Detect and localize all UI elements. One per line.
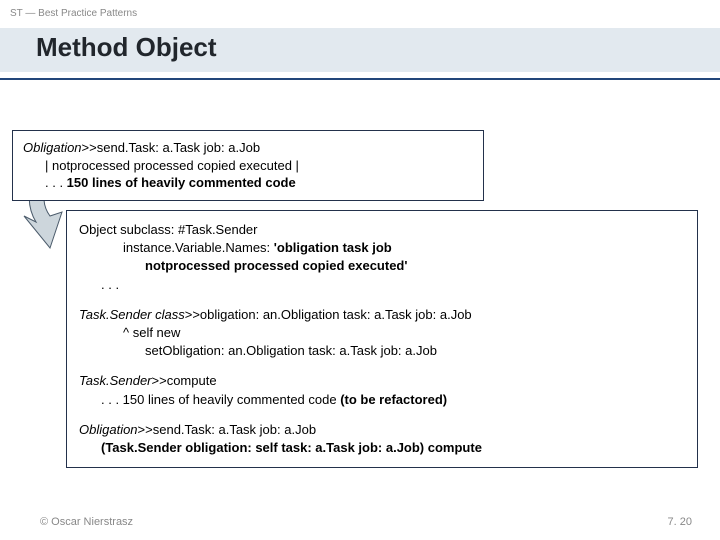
code-line: Object subclass: #Task.Sender xyxy=(79,221,685,239)
code-line: instance.Variable.Names: 'obligation tas… xyxy=(79,239,685,257)
code-line: | notprocessed processed copied executed… xyxy=(23,157,473,175)
code-box-after: Object subclass: #Task.Sender instance.V… xyxy=(66,210,698,468)
code-line: . . . 150 lines of heavily commented cod… xyxy=(79,391,685,409)
code-line: Obligation>>send.Task: a.Task job: a.Job xyxy=(23,139,473,157)
code-line: setObligation: an.Obligation task: a.Tas… xyxy=(79,342,685,360)
code-line: Obligation>>send.Task: a.Task job: a.Job xyxy=(79,421,685,439)
header-label: ST — Best Practice Patterns xyxy=(10,8,137,19)
code-line: ^ self new xyxy=(79,324,685,342)
code-line: notprocessed processed copied executed' xyxy=(79,257,685,275)
code-line: . . . 150 lines of heavily commented cod… xyxy=(23,174,473,192)
code-box-before: Obligation>>send.Task: a.Task job: a.Job… xyxy=(12,130,484,201)
slide-title: Method Object xyxy=(36,32,217,63)
code-line: Task.Sender>>compute xyxy=(79,372,685,390)
footer-copyright: © Oscar Nierstrasz xyxy=(40,516,133,528)
code-line: (Task.Sender obligation: self task: a.Ta… xyxy=(79,439,685,457)
code-line: . . . xyxy=(79,276,685,294)
footer-page: 7. 20 xyxy=(668,516,692,528)
title-rule xyxy=(0,78,720,80)
code-line: Task.Sender class>>obligation: an.Obliga… xyxy=(79,306,685,324)
